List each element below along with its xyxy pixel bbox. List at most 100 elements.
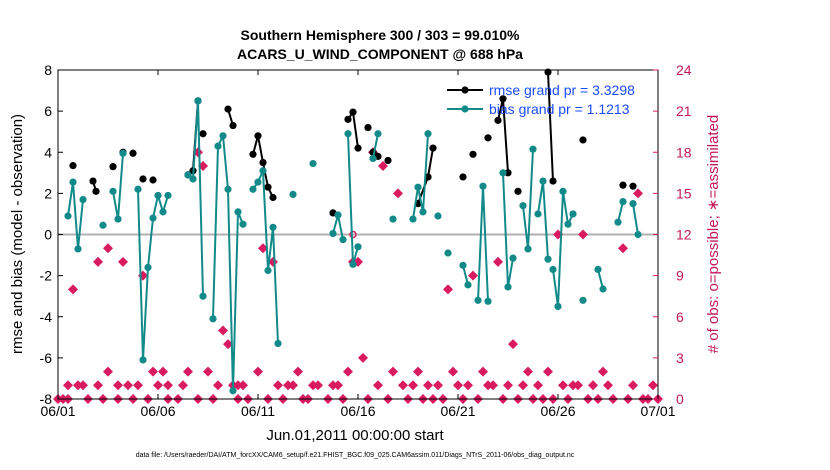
bias-point (289, 190, 297, 199)
obs-assimilated-marker (373, 380, 383, 391)
bias-point (74, 245, 82, 253)
bias-point (614, 218, 622, 226)
obs-assimilated-marker (118, 256, 128, 267)
obs-assimilated-marker (543, 366, 553, 377)
obs-assimilated-marker (153, 380, 163, 391)
obs-assimilated-marker (488, 380, 498, 391)
bias-point (509, 254, 517, 262)
bias-line (632, 203, 639, 235)
bias-point (499, 169, 507, 177)
obs-assimilated-marker (253, 366, 263, 377)
obs-assimilated-marker (293, 366, 303, 377)
rmse-point (354, 144, 362, 152)
rmse-point (469, 150, 477, 158)
bias-point (419, 208, 427, 216)
obs-assimilated-marker (633, 188, 643, 199)
rmse-point (629, 182, 637, 190)
bias-point (539, 177, 547, 185)
obs-assimilated-marker (618, 243, 628, 254)
obs-assimilated-marker (103, 366, 113, 377)
rmse-point (249, 150, 257, 158)
bias-point (354, 243, 362, 251)
bias-point (369, 154, 377, 163)
obs-assimilated-marker (78, 380, 88, 391)
rmse-point (484, 134, 492, 142)
obs-assimilated-marker (588, 380, 598, 391)
y2-tick-label: 6 (676, 309, 684, 325)
bias-point (229, 387, 237, 395)
bias-point (189, 175, 197, 183)
bias-point (264, 266, 272, 275)
bias-point (199, 292, 207, 300)
rmse-point (514, 187, 522, 195)
x-tick-label: 06/21 (440, 403, 475, 419)
bias-point (144, 263, 152, 271)
bias-point (564, 220, 572, 228)
obs-assimilated-marker (393, 188, 403, 199)
y2-tick-label: 0 (676, 391, 684, 407)
bias-point (459, 261, 467, 269)
obs-assimilated-marker (358, 352, 368, 363)
rmse-point (619, 181, 627, 189)
rmse-point (259, 158, 267, 167)
obs-assimilated-marker (258, 243, 268, 254)
legend-bias-marker (461, 105, 469, 113)
obs-assimilated-marker (648, 380, 658, 391)
bias-point (474, 296, 482, 304)
bias-point (434, 212, 442, 220)
footnote: data file: /Users/raeder/DAI/ATM_forcXX/… (136, 452, 575, 459)
bias-line (67, 181, 84, 249)
obs-assimilated-marker (573, 380, 583, 391)
obs-assimilated-marker (443, 284, 453, 295)
bias-point (444, 249, 452, 257)
bias-point (79, 195, 87, 204)
bias-point (549, 265, 557, 274)
rmse-point (224, 105, 232, 113)
bias-point (234, 208, 242, 216)
obs-assimilated-marker (408, 380, 418, 391)
y-tick-label: 8 (44, 62, 52, 78)
bias-point (149, 214, 157, 222)
x-tick-label: 06/06 (140, 403, 175, 419)
bias-point (269, 223, 277, 231)
y2-tick-label: 12 (676, 227, 692, 243)
x-tick-label: 07/01 (640, 403, 675, 419)
rmse-point (269, 193, 277, 202)
rmse-point (149, 176, 157, 184)
rmse-point (264, 183, 272, 191)
rmse-point (499, 95, 507, 103)
obs-assimilated-marker (223, 339, 233, 350)
bias-point (114, 215, 122, 223)
bias-point (484, 297, 492, 305)
y-tick-label: 4 (44, 144, 52, 160)
chart-subtitle: ACARS_U_WIND_COMPONENT @ 688 hPa (237, 46, 523, 62)
bias-point (634, 230, 642, 239)
y2-axis-label: # of obs: o=possible; ∗=assimilated (705, 115, 722, 354)
bias-point (239, 220, 247, 228)
rmse-point (459, 173, 467, 181)
rmse-point (429, 144, 437, 152)
obs-assimilated-marker (378, 160, 388, 171)
bias-point (214, 142, 222, 150)
obs-assimilated-marker (503, 380, 513, 391)
bias-point (579, 296, 587, 304)
y-tick-label: -8 (40, 391, 53, 407)
obs-assimilated-marker (343, 366, 353, 377)
bias-point (184, 171, 192, 179)
bias-point (519, 202, 527, 210)
chart-marks (53, 68, 663, 404)
bias-point (599, 285, 607, 293)
legend-bias-label: bias grand pr = 1.1213 (489, 101, 630, 117)
obs-assimilated-marker (478, 366, 488, 377)
obs-assimilated-marker (203, 366, 213, 377)
bias-point (274, 339, 282, 348)
obs-assimilated-marker (333, 380, 343, 391)
obs-assimilated-marker (578, 229, 588, 240)
obs-assimilated-marker (413, 366, 423, 377)
bias-point (64, 212, 72, 220)
y2-tick-label: 18 (676, 144, 692, 160)
y2-tick-label: 24 (676, 62, 692, 78)
y-tick-label: -2 (40, 268, 53, 284)
bias-point (554, 302, 562, 311)
